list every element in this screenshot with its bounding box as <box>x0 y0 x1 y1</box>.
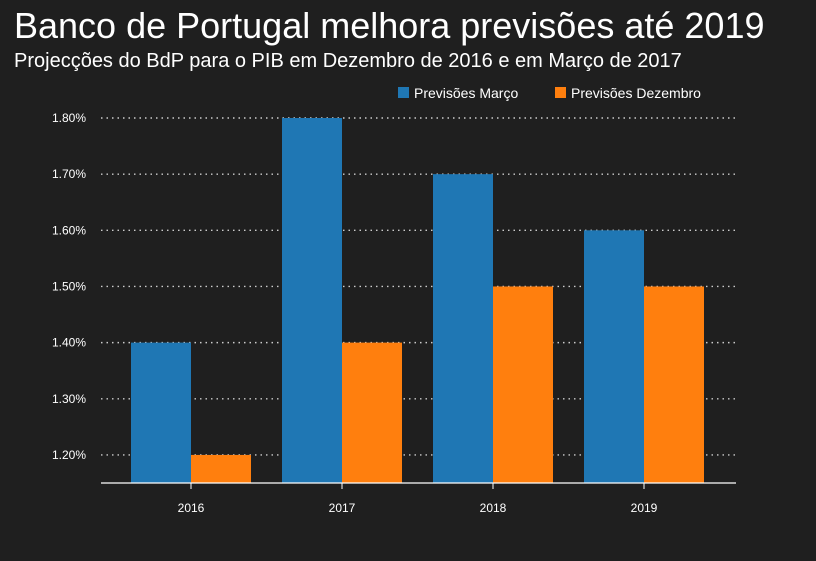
y-tick-label: 1.80% <box>52 111 86 125</box>
bar-marco-2019 <box>584 230 644 483</box>
x-tick-label: 2019 <box>631 501 658 515</box>
bar-marco-2017 <box>282 118 342 483</box>
bar-marco-2018 <box>433 174 493 483</box>
y-tick-label: 1.70% <box>52 167 86 181</box>
legend-label-dezembro: Previsões Dezembro <box>571 85 701 101</box>
bar-dezembro-2017 <box>342 342 402 483</box>
y-tick-label: 1.30% <box>52 392 86 406</box>
y-tick-label: 1.20% <box>52 448 86 462</box>
bars <box>131 118 704 483</box>
x-tick-label: 2018 <box>480 501 507 515</box>
chart-subtitle: Projecções do BdP para o PIB em Dezembro… <box>14 50 682 72</box>
bar-dezembro-2016 <box>191 454 251 483</box>
y-tick-label: 1.50% <box>52 279 86 293</box>
y-tick-label: 1.40% <box>52 336 86 350</box>
y-tick-label: 1.60% <box>52 223 86 237</box>
bar-dezembro-2018 <box>493 286 553 483</box>
legend-swatch-dezembro <box>555 87 566 98</box>
bar-dezembro-2019 <box>644 286 704 483</box>
legend-swatch-marco <box>398 87 409 98</box>
axes: 1.20% 1.30% 1.40% 1.50% 1.60% 1.70% 1.80% 2016 2… <box>52 111 736 515</box>
x-tick-label: 2017 <box>329 501 356 515</box>
legend: Previsões Março Previsões Dezembro <box>398 85 701 101</box>
chart-title: Banco de Portugal melhora previsões até … <box>14 5 765 46</box>
legend-label-marco: Previsões Março <box>414 85 518 101</box>
bar-marco-2016 <box>131 342 191 483</box>
x-tick-label: 2016 <box>178 501 205 515</box>
